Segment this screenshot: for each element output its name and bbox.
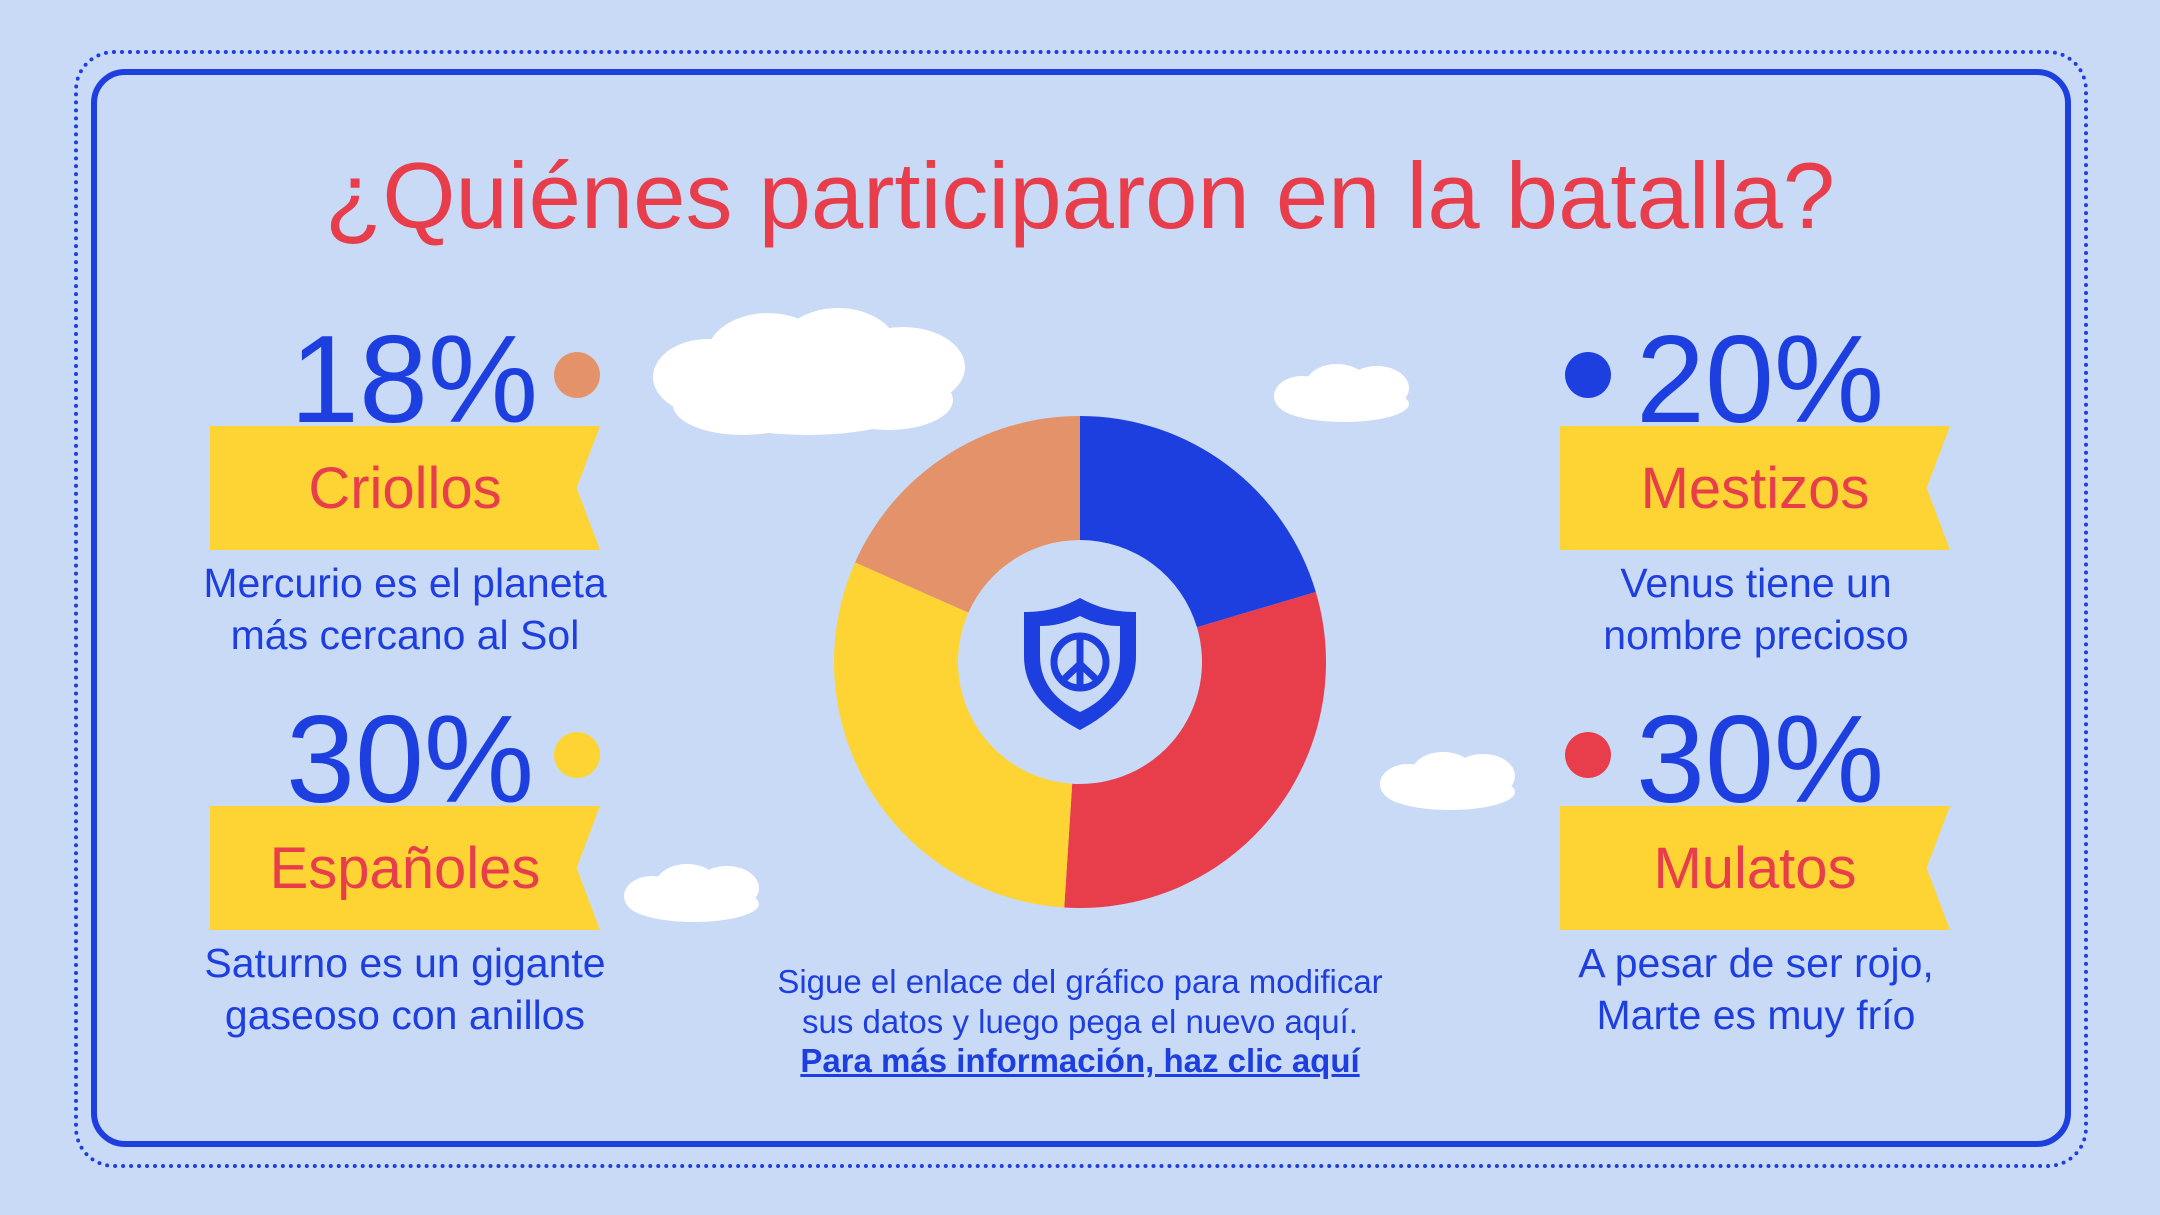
cloud-decoration bbox=[624, 864, 759, 922]
more-info-link[interactable]: Para más información, haz clic aquí bbox=[800, 1042, 1360, 1080]
mulatos-description: A pesar de ser rojo, Marte es muy frío bbox=[1496, 938, 2016, 1041]
mestizos-ribbon: Mestizos bbox=[1560, 426, 1950, 550]
espanoles-description: Saturno es un gigante gaseoso con anillo… bbox=[145, 938, 665, 1041]
donut-slice-mestizos[interactable] bbox=[1080, 416, 1316, 628]
donut-chart[interactable] bbox=[820, 400, 1340, 920]
mulatos-desc-line: A pesar de ser rojo, bbox=[1578, 940, 1934, 986]
mulatos-label: Mulatos bbox=[1653, 835, 1857, 901]
criollos-description: Mercurio es el planeta más cercano al So… bbox=[145, 558, 665, 661]
criollos-desc-line: más cercano al Sol bbox=[230, 611, 580, 658]
cloud-decoration bbox=[653, 308, 965, 435]
espanoles-desc-line: gaseoso con anillos bbox=[224, 991, 586, 1038]
donut-slice-mulatos[interactable] bbox=[1064, 592, 1326, 908]
mestizos-desc-line: nombre precioso bbox=[1603, 611, 1909, 658]
criollos-percent: 18% bbox=[290, 311, 539, 449]
mulatos-desc-line: Marte es muy frío bbox=[1596, 991, 1916, 1038]
criollos-ribbon: Criollos bbox=[210, 426, 600, 550]
espanoles-color-dot bbox=[554, 732, 600, 778]
espanoles-ribbon: Españoles bbox=[210, 806, 600, 930]
mulatos-percent: 30% bbox=[1636, 691, 1885, 829]
criollos-desc-line: Mercurio es el planeta bbox=[203, 560, 607, 606]
mulatos-color-dot bbox=[1565, 732, 1611, 778]
mestizos-description: Venus tiene un nombre precioso bbox=[1496, 558, 2016, 661]
note-line: sus datos y luego pega el nuevo aquí. bbox=[802, 1002, 1358, 1040]
espanoles-percent: 30% bbox=[286, 691, 535, 829]
chart-note: Sigue el enlace del gráfico para modific… bbox=[740, 962, 1420, 1081]
mestizos-desc-line: Venus tiene un bbox=[1620, 560, 1892, 606]
donut-slice-criollos[interactable] bbox=[855, 416, 1080, 613]
mestizos-color-dot bbox=[1565, 352, 1611, 398]
mestizos-percent: 20% bbox=[1636, 311, 1885, 449]
criollos-color-dot bbox=[554, 352, 600, 398]
criollos-label: Criollos bbox=[308, 455, 502, 521]
note-line: Sigue el enlace del gráfico para modific… bbox=[777, 963, 1383, 1000]
espanoles-label: Españoles bbox=[269, 835, 541, 901]
page-title: ¿Quiénes participaron en la batalla? bbox=[324, 143, 1836, 248]
cloud-decoration bbox=[1380, 752, 1515, 810]
outer-dotted-border bbox=[74, 50, 2088, 1168]
espanoles-desc-line: Saturno es un gigante bbox=[204, 940, 606, 986]
donut-slice-espanoles[interactable] bbox=[834, 562, 1073, 908]
shield-peace-icon bbox=[1024, 598, 1136, 730]
mulatos-ribbon: Mulatos bbox=[1560, 806, 1950, 930]
cloud-decoration bbox=[1274, 364, 1409, 422]
inner-solid-border bbox=[91, 69, 2071, 1147]
mestizos-label: Mestizos bbox=[1640, 455, 1870, 521]
